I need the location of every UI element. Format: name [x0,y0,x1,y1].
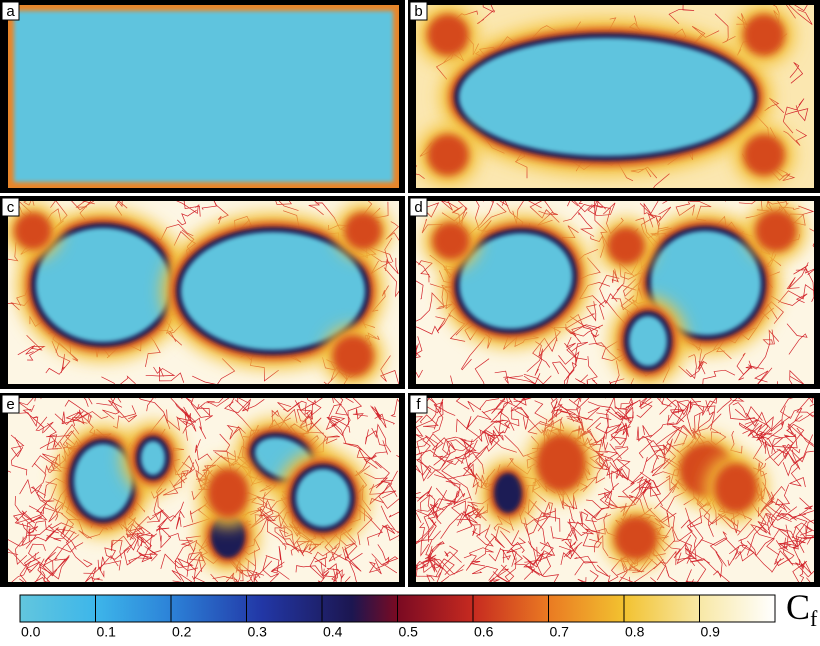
halo [743,14,785,56]
halo [207,468,249,518]
panel-image [0,185,412,399]
colorbar-tick-label: 0.6 [474,624,494,640]
panel-label: c [7,199,15,216]
panels: a b c d e f [0,0,820,617]
colorbar-tick-label: 0.1 [97,624,117,640]
colorbar-label-main: C [786,587,810,627]
panel: f [398,366,820,617]
panel: b [408,0,820,205]
panel: c [0,185,412,399]
colorbar-label-sub: f [810,606,818,631]
halo [427,134,469,176]
core [629,316,667,366]
panel-image [8,5,399,188]
core [141,441,165,475]
blobs [418,5,794,185]
colorbar-tick-label: 0.8 [625,624,645,640]
panel-label: a [6,3,15,20]
halo [427,14,469,56]
panel-label: b [414,3,422,20]
colorbar-tick-label: 0.5 [399,624,419,640]
halo [344,212,382,250]
colorbar-tick-label: 0.7 [550,624,570,640]
halo [332,335,374,377]
halo [714,463,758,513]
panel: d [394,163,820,419]
halo [607,227,645,265]
rim [494,473,522,513]
halo [432,222,470,260]
panel-label: d [414,199,422,216]
interior [14,11,393,182]
colorbar-tick-label: 0.2 [172,624,192,640]
panel-label: e [6,396,14,413]
colorbar-tick-label: 0.4 [323,624,343,640]
colorbar-label: Cf [786,587,818,631]
panel: a [0,0,405,193]
panel-image [0,378,426,610]
halo [755,210,797,252]
colorbar-tick-label: 0.3 [248,624,268,640]
halo [536,434,586,492]
core [296,469,350,527]
core [459,38,753,156]
panel-image [410,0,814,205]
colorbar-tick-label: 0.0 [21,624,41,640]
halo [743,134,785,176]
halo [614,516,658,560]
panel-image [394,163,820,419]
halo [14,212,52,250]
colorbar: Cf 0.0 0.1 0.2 0.3 0.4 0.5 0.6 0.7 0.8 0.9 [20,587,818,639]
panel: e [0,378,426,610]
panel-image [398,366,820,617]
colorbar-tick-label: 0.9 [701,624,721,640]
